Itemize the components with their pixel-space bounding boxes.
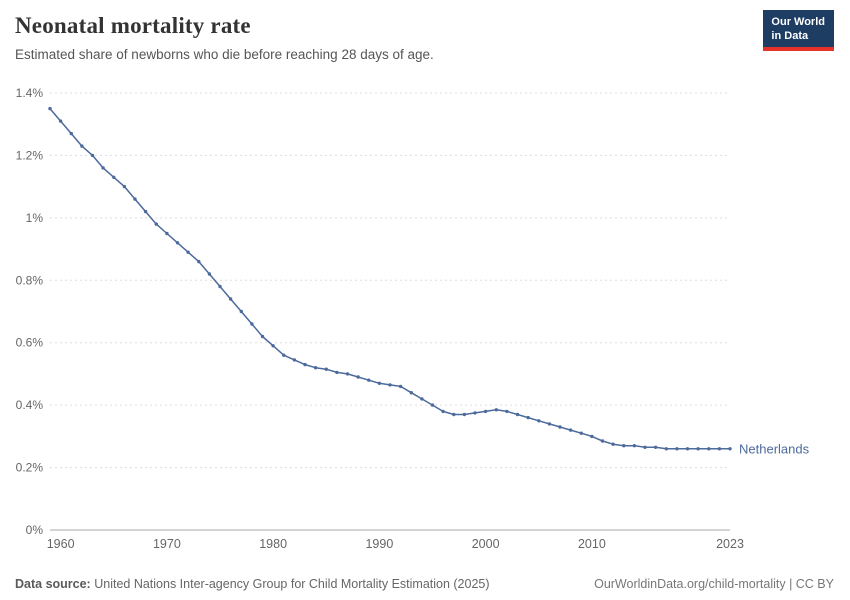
data-point[interactable] [441,409,445,414]
y-tick-label: 1.2% [16,148,44,162]
data-point[interactable] [505,409,509,414]
data-point[interactable] [228,297,233,301]
data-point[interactable] [175,241,180,245]
data-point[interactable] [462,412,467,417]
data-point[interactable] [537,419,541,423]
owid-logo-line2: in Data [771,30,809,43]
data-point[interactable] [80,144,84,148]
owid-logo-line1: Our World [771,16,825,28]
y-tick-label: 0.8% [16,273,44,287]
data-point[interactable] [452,412,456,417]
x-tick-label: 2000 [472,537,500,551]
data-point[interactable] [101,166,105,170]
data-point[interactable] [335,370,339,375]
data-point[interactable] [696,447,700,451]
data-point[interactable] [250,322,254,326]
data-point[interactable] [473,411,477,415]
x-tick-label: 2023 [716,537,744,551]
data-source-label: Data source: [15,577,91,591]
data-point[interactable] [260,334,265,339]
data-point[interactable] [590,434,594,439]
data-point[interactable] [303,362,307,367]
data-point[interactable] [483,409,488,414]
page-title: Neonatal mortality rate [15,13,251,38]
data-point[interactable] [154,222,158,226]
data-point[interactable] [122,184,127,189]
y-tick-label: 1.4% [16,86,44,100]
chart-subtitle: Estimated share of newborns who die befo… [15,47,434,62]
chart-footer: Data source: United Nations Inter-agency… [0,577,850,591]
data-point[interactable] [165,231,169,236]
owid-logo: Our World in Data [763,10,834,51]
data-point[interactable] [526,415,530,420]
data-point[interactable] [112,175,116,179]
data-point[interactable] [707,447,711,451]
data-point[interactable] [398,384,403,389]
chart-canvas: 0% 0.2% 0.4% 0.6% 0.8% 1% 1.2% 1.4% 1960 1970 1980… [16,86,810,551]
x-tick-label: 1990 [365,537,393,551]
data-point[interactable] [356,375,360,379]
data-point[interactable] [685,447,690,451]
data-point[interactable] [324,367,328,371]
data-point[interactable] [133,197,137,201]
data-point[interactable] [430,403,435,407]
data-source: Data source: United Nations Inter-agency… [15,577,490,591]
x-tick-label: 1960 [47,537,75,551]
data-point[interactable] [345,372,350,376]
x-tick-label: 2010 [578,537,606,551]
data-point[interactable] [388,383,392,387]
data-point[interactable] [515,412,520,417]
data-point[interactable] [271,344,275,348]
data-point[interactable] [420,397,424,401]
data-point[interactable] [558,425,562,429]
data-point[interactable] [313,366,318,370]
data-point[interactable] [282,353,286,357]
data-point[interactable] [207,272,212,276]
data-point[interactable] [367,378,371,382]
data-source-text: United Nations Inter-agency Group for Ch… [94,577,490,591]
data-point[interactable] [600,439,605,443]
data-point[interactable] [90,153,95,158]
data-point[interactable] [48,106,52,111]
data-point[interactable] [377,381,382,385]
x-tick-label: 1980 [259,537,287,551]
data-point[interactable] [568,428,573,432]
data-point[interactable] [218,284,222,289]
data-point[interactable] [643,445,647,449]
data-point[interactable] [186,250,190,254]
data-line[interactable] [49,108,730,450]
x-tick-label: 1970 [153,537,181,551]
data-point[interactable] [675,447,679,451]
y-tick-label: 0.2% [16,461,44,475]
chart-header: Neonatal mortality rate Estimated share … [0,0,850,62]
data-point[interactable] [632,444,637,448]
data-point[interactable] [197,259,201,264]
data-point[interactable] [58,119,63,123]
data-point[interactable] [69,131,74,136]
data-point[interactable] [622,444,626,448]
data-point[interactable] [143,209,148,214]
data-point[interactable] [547,422,552,426]
data-point[interactable] [579,431,583,435]
series-end-label[interactable]: Netherlands [739,441,810,456]
y-tick-label: 0.6% [16,336,44,350]
y-tick-label: 0.4% [16,398,44,412]
data-point[interactable] [494,408,498,412]
y-tick-label: 1% [26,211,44,225]
data-point[interactable] [728,447,732,451]
data-point[interactable] [292,358,297,362]
data-point[interactable] [239,309,243,314]
data-point[interactable] [409,391,413,395]
data-point[interactable] [653,445,658,449]
data-point[interactable] [611,442,615,446]
data-point[interactable] [664,447,668,451]
attribution-link[interactable]: OurWorldinData.org/child-mortality | CC … [594,577,834,591]
y-tick-label: 0% [26,523,44,537]
data-point[interactable] [717,447,722,451]
